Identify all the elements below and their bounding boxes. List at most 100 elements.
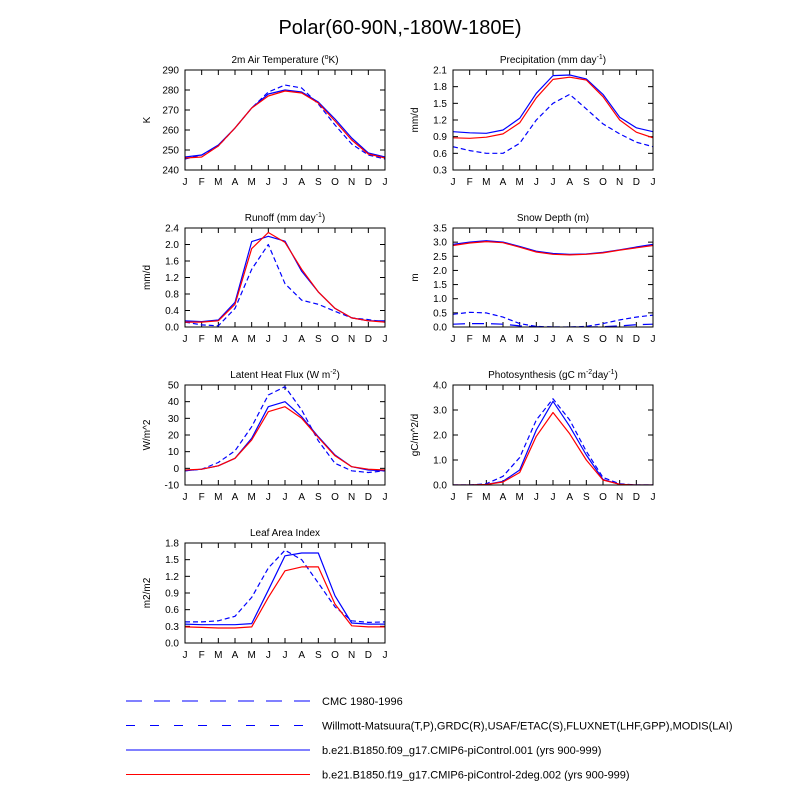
x-tick-label: J <box>283 650 288 661</box>
x-tick-label: A <box>232 650 239 661</box>
y-tick-label: 3.5 <box>433 224 447 235</box>
x-tick-label: A <box>566 334 573 345</box>
panel-runoff: Runoff (mm day-1) mm/d 0.0 0.4 0.8 1.2 1.6 2.0 2… <box>142 212 388 345</box>
y-tick-label: 0 <box>173 464 179 475</box>
x-tick-label: A <box>232 334 239 345</box>
title-text: Runoff (mm day <box>245 213 316 224</box>
y-tick-label: 0.9 <box>433 132 447 143</box>
legend: CMC 1980-1996 Willmott-Matsuura(T,P),GRDC… <box>126 696 733 782</box>
y-tick-label: 30 <box>168 414 180 425</box>
title-text: ) <box>615 370 618 381</box>
x-tick-label: D <box>633 177 640 188</box>
x-tick-label: M <box>247 177 255 188</box>
x-tick-label: N <box>616 334 623 345</box>
legend-label: b.e21.B1850.f09_g17.CMIP6-piControl.001 … <box>322 745 601 757</box>
x-tick-label: D <box>365 650 372 661</box>
y-tick-label: 0.0 <box>165 639 179 650</box>
x-tick-label: A <box>298 492 305 503</box>
y-tick-label: 2.5 <box>433 252 447 263</box>
x-tick-label: F <box>467 177 473 188</box>
y-tick-label: 50 <box>168 381 180 392</box>
x-tick-label: J <box>183 492 188 503</box>
y-tick-label: 0.6 <box>165 605 179 616</box>
y-tick-label: 1.5 <box>165 555 179 566</box>
y-tick-label: 2.0 <box>165 240 179 251</box>
panel-title: Photosynthesis (gC m-2day-1) <box>488 369 618 381</box>
y-tick-label: 2.1 <box>433 66 447 77</box>
series-group <box>185 549 385 629</box>
series-line-b-e21-b1850-f19-g17 <box>185 566 385 629</box>
title-text: Precipitation (mm day <box>500 55 597 66</box>
x-tick-label: M <box>515 177 523 188</box>
y-tick-label: -10 <box>165 481 180 492</box>
x-tick-label: J <box>651 334 656 345</box>
plot-frame <box>184 227 386 328</box>
x-tick-label: M <box>482 492 490 503</box>
y-axis-label: m2/m2 <box>142 577 153 608</box>
series-line-fluxnet <box>185 386 385 474</box>
y-tick-label: 0.3 <box>433 166 447 177</box>
series-line-b-e21-b1850-f19-g17 <box>185 231 385 323</box>
legend-item: Willmott-Matsuura(T,P),GRDC(R),USAF/ETAC… <box>126 721 733 733</box>
legend-item: CMC 1980-1996 <box>126 696 403 708</box>
title-text: Leaf Area Index <box>250 528 320 539</box>
legend-label: CMC 1980-1996 <box>322 696 403 708</box>
x-tick-label: A <box>566 492 573 503</box>
title-text: Photosynthesis (gC m <box>488 370 586 381</box>
y-tick-label: 1.8 <box>433 82 447 93</box>
x-tick-label: O <box>599 334 607 345</box>
x-tick-label: A <box>298 650 305 661</box>
x-tick-label: A <box>298 334 305 345</box>
y-axis-label: mm/d <box>410 108 421 133</box>
x-tick-label: J <box>534 334 539 345</box>
legend-item: b.e21.B1850.f19_g17.CMIP6-piControl-2deg… <box>126 770 630 782</box>
x-tick-label: J <box>551 492 556 503</box>
y-tick-label: 0.8 <box>165 290 179 301</box>
x-tick-label: A <box>232 177 239 188</box>
x-tick-label: F <box>467 334 473 345</box>
x-tick-label: M <box>247 334 255 345</box>
series-group <box>185 386 385 474</box>
series-group <box>453 240 653 327</box>
x-tick-label: J <box>383 650 388 661</box>
x-tick-label: J <box>534 177 539 188</box>
y-tick-label: 2.0 <box>433 266 447 277</box>
x-tick-label: J <box>266 177 271 188</box>
x-tick-label: S <box>315 177 322 188</box>
x-tick-label: M <box>482 334 490 345</box>
series-line-b-e21-b1850-f09-g17 <box>185 401 385 472</box>
series-line-willmott-matsuura <box>453 93 653 154</box>
x-tick-label: S <box>315 492 322 503</box>
series-line-b-e21-b1850-f09-g17 <box>185 552 385 626</box>
title-superscript: o <box>325 54 329 61</box>
y-tick-label: 280 <box>162 86 179 97</box>
series-line-usaf-etac <box>453 311 653 327</box>
title-text: 2m Air Temperature ( <box>231 55 325 66</box>
y-tick-label: 0.0 <box>433 323 447 334</box>
x-tick-label: J <box>551 177 556 188</box>
x-tick-label: M <box>247 650 255 661</box>
y-tick-label: 2.0 <box>433 431 447 442</box>
x-tick-label: O <box>331 334 339 345</box>
panel-title: Precipitation (mm day-1) <box>500 54 606 66</box>
x-tick-label: M <box>214 177 222 188</box>
series-line-b-e21-b1850-f09-g17 <box>185 235 385 323</box>
x-tick-label: J <box>451 334 456 345</box>
y-tick-label: 0.0 <box>433 481 447 492</box>
y-tick-label: 1.0 <box>433 294 447 305</box>
figure-title: Polar(60-90N,-180W-180E) <box>278 17 521 39</box>
x-tick-label: M <box>214 492 222 503</box>
y-tick-label: 260 <box>162 126 179 137</box>
plot-frame <box>452 69 654 171</box>
x-tick-label: D <box>633 334 640 345</box>
title-superscript: -2 <box>586 369 592 376</box>
x-tick-label: J <box>383 492 388 503</box>
series-line-willmott-matsuura <box>185 243 385 327</box>
series-group <box>453 398 653 485</box>
x-tick-label: F <box>199 650 205 661</box>
x-tick-label: D <box>365 177 372 188</box>
x-tick-label: J <box>183 334 188 345</box>
panel-2m-air-temperature: 2m Air Temperature (oK) K 240 250 260 270 280 2… <box>142 54 388 188</box>
x-tick-label: F <box>199 177 205 188</box>
x-tick-label: A <box>500 492 507 503</box>
